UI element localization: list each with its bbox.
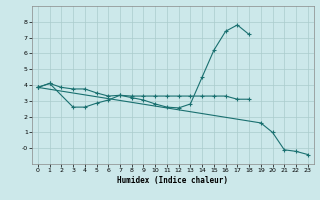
X-axis label: Humidex (Indice chaleur): Humidex (Indice chaleur) (117, 176, 228, 185)
